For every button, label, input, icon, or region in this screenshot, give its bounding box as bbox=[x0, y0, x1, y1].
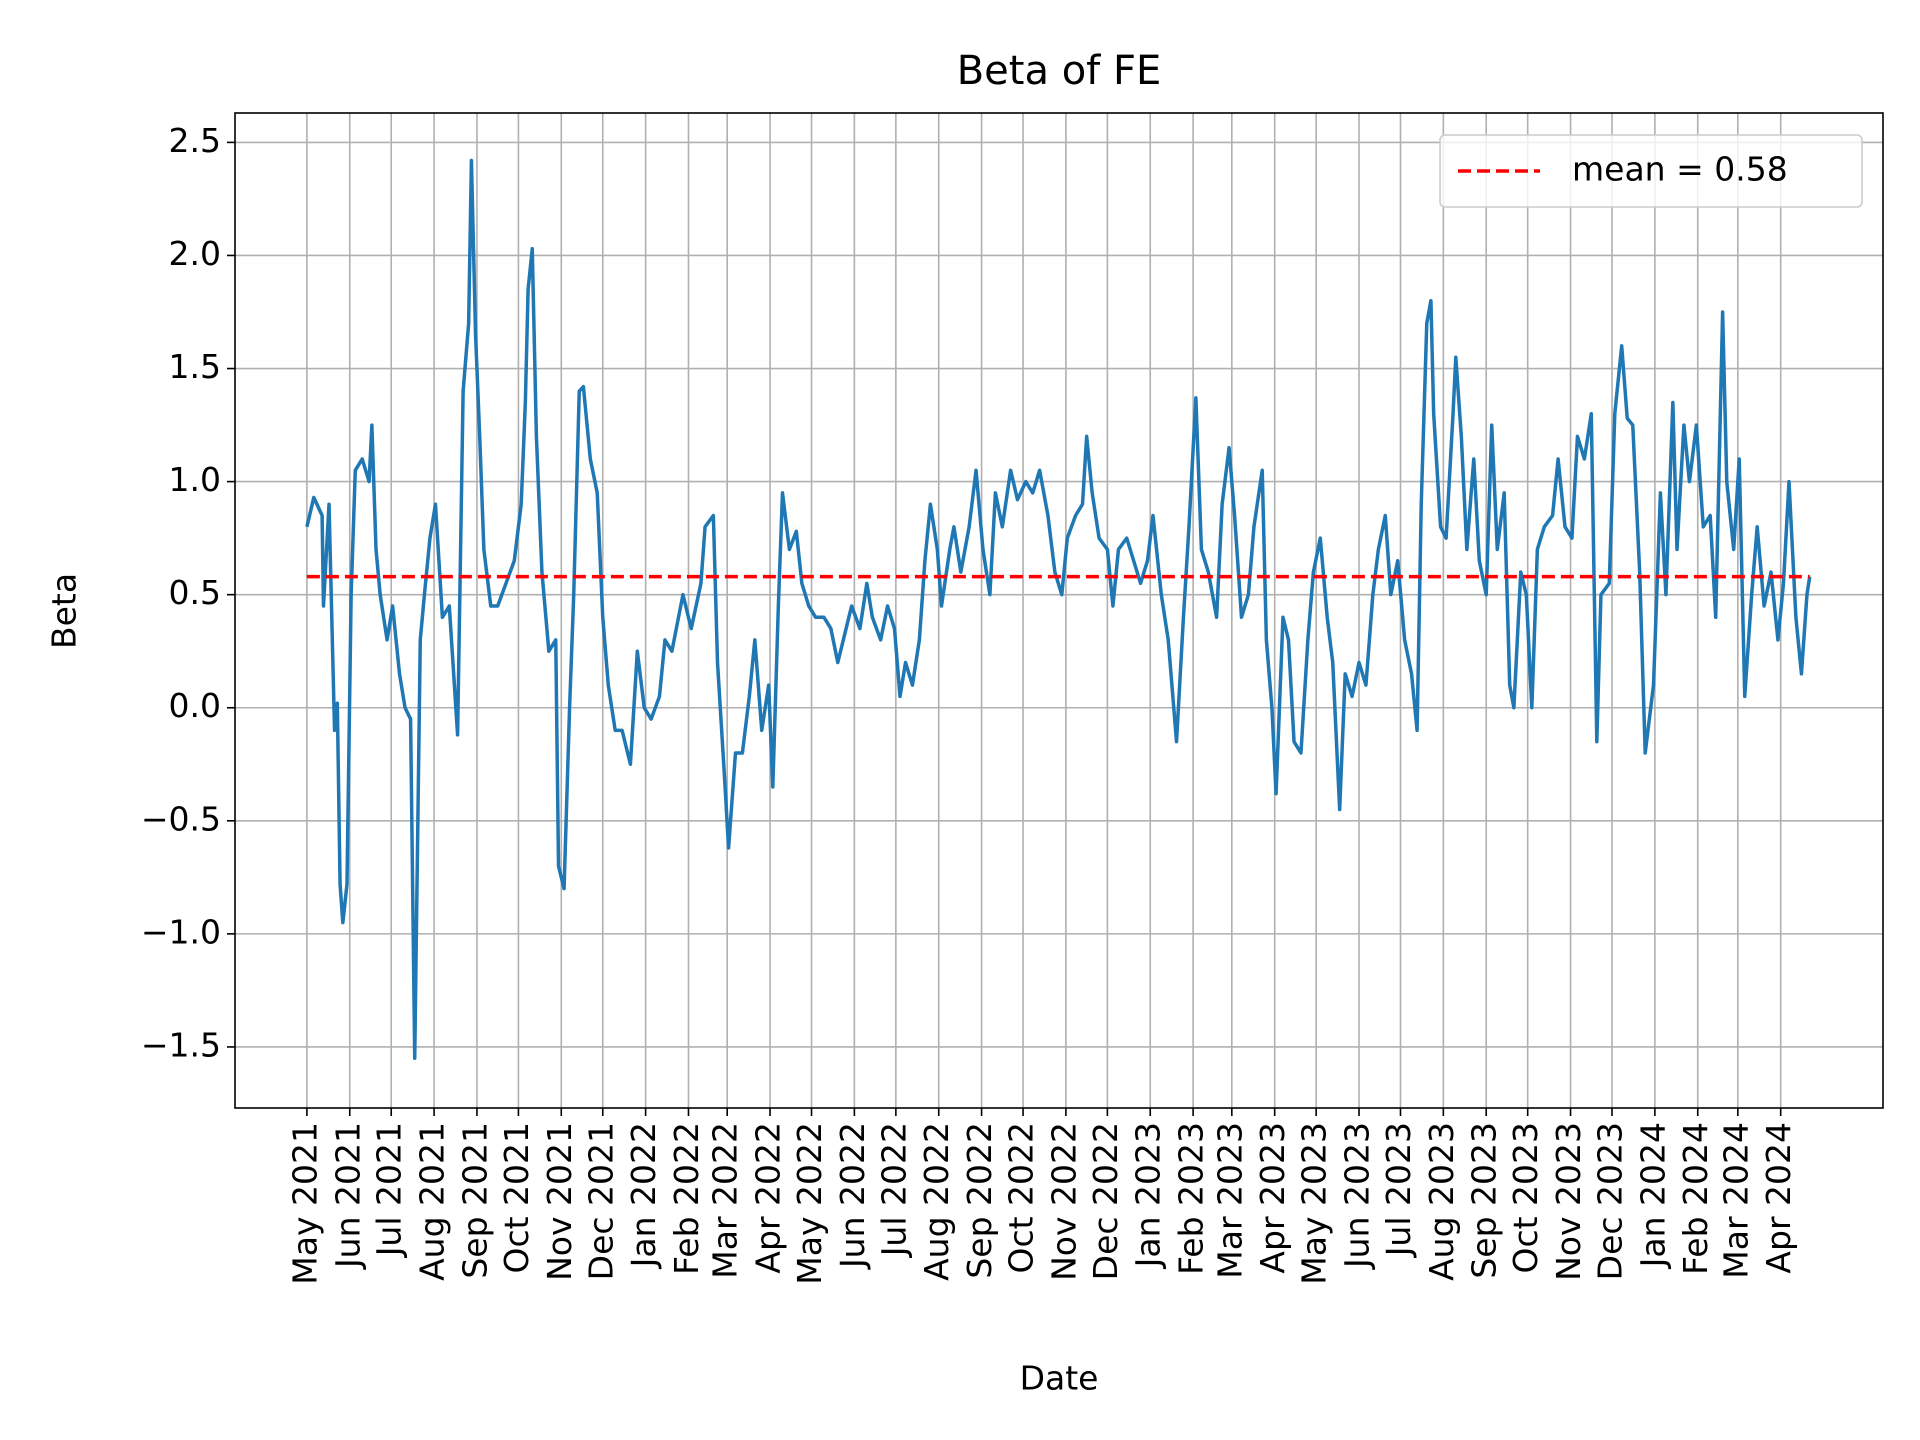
x-tick-label: Dec 2021 bbox=[581, 1122, 620, 1280]
y-axis-label: Beta bbox=[45, 573, 84, 649]
x-tick-label: Aug 2022 bbox=[917, 1122, 956, 1281]
y-tick-label: −0.5 bbox=[141, 799, 221, 838]
legend: mean = 0.58 bbox=[1439, 134, 1863, 208]
x-tick-label: Jul 2022 bbox=[874, 1122, 913, 1258]
x-axis-label: Date bbox=[1020, 1359, 1099, 1398]
x-tick-label: Apr 2022 bbox=[749, 1122, 788, 1274]
x-tick-label: Aug 2023 bbox=[1422, 1122, 1461, 1281]
x-tick-label: May 2022 bbox=[790, 1122, 829, 1285]
x-tick-label: Jun 2021 bbox=[328, 1122, 367, 1270]
x-tick-label: Apr 2023 bbox=[1253, 1122, 1292, 1274]
x-tick-label: Oct 2023 bbox=[1506, 1122, 1545, 1274]
x-tick-label: Sep 2023 bbox=[1465, 1122, 1504, 1279]
x-tick-label: Nov 2023 bbox=[1549, 1122, 1588, 1281]
y-tick-label: −1.0 bbox=[141, 912, 221, 951]
x-tick-label: Sep 2022 bbox=[960, 1122, 999, 1279]
x-tick-label: Jan 2023 bbox=[1129, 1122, 1168, 1269]
y-tick-label: 2.5 bbox=[169, 121, 221, 160]
x-tick-label: Jul 2021 bbox=[370, 1122, 409, 1258]
x-tick-label: Mar 2022 bbox=[706, 1122, 745, 1279]
y-tick-label: 0.5 bbox=[169, 573, 221, 612]
x-tick-label: Mar 2023 bbox=[1210, 1122, 1249, 1279]
y-tick-label: 1.5 bbox=[169, 347, 221, 386]
plot-frame bbox=[234, 112, 1884, 1109]
x-tick-label: Nov 2022 bbox=[1044, 1122, 1083, 1281]
x-tick-label: Feb 2024 bbox=[1676, 1122, 1715, 1275]
x-tick-label: Apr 2024 bbox=[1759, 1122, 1798, 1274]
x-tick-label: Sep 2021 bbox=[455, 1122, 494, 1279]
y-tick-label: −1.5 bbox=[141, 1025, 221, 1064]
x-tick-label: Oct 2022 bbox=[1002, 1122, 1041, 1274]
chart-title: Beta of FE bbox=[957, 48, 1162, 94]
x-tick-label: Nov 2021 bbox=[540, 1122, 579, 1281]
x-tick-label: Mar 2024 bbox=[1716, 1122, 1755, 1279]
y-tick-label: 2.0 bbox=[169, 234, 221, 273]
x-tick-label: Dec 2023 bbox=[1591, 1122, 1630, 1280]
x-tick-label: Jun 2022 bbox=[833, 1122, 872, 1270]
x-tick-label: Feb 2023 bbox=[1172, 1122, 1211, 1275]
y-tick-label: 1.0 bbox=[169, 460, 221, 499]
x-tick-label: Dec 2022 bbox=[1086, 1122, 1125, 1280]
legend-box bbox=[1439, 134, 1863, 208]
x-tick-label: Jan 2022 bbox=[624, 1122, 663, 1269]
x-tick-label: May 2023 bbox=[1295, 1122, 1334, 1285]
x-tick-label: Oct 2021 bbox=[497, 1122, 536, 1274]
x-tick-label: Jun 2023 bbox=[1338, 1122, 1377, 1270]
x-tick-label: Jul 2023 bbox=[1379, 1122, 1418, 1258]
x-tick-label: Jan 2024 bbox=[1633, 1122, 1672, 1269]
x-tick-label: May 2021 bbox=[285, 1122, 324, 1285]
x-tick-label: Aug 2021 bbox=[413, 1122, 452, 1281]
x-tick-label: Feb 2022 bbox=[667, 1122, 706, 1275]
data-line bbox=[305, 158, 1812, 1060]
y-tick-label: 0.0 bbox=[169, 686, 221, 725]
legend-label: mean = 0.58 bbox=[1572, 150, 1788, 189]
